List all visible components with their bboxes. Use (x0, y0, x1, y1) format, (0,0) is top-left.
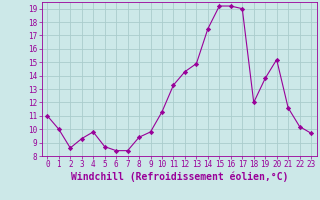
X-axis label: Windchill (Refroidissement éolien,°C): Windchill (Refroidissement éolien,°C) (70, 172, 288, 182)
